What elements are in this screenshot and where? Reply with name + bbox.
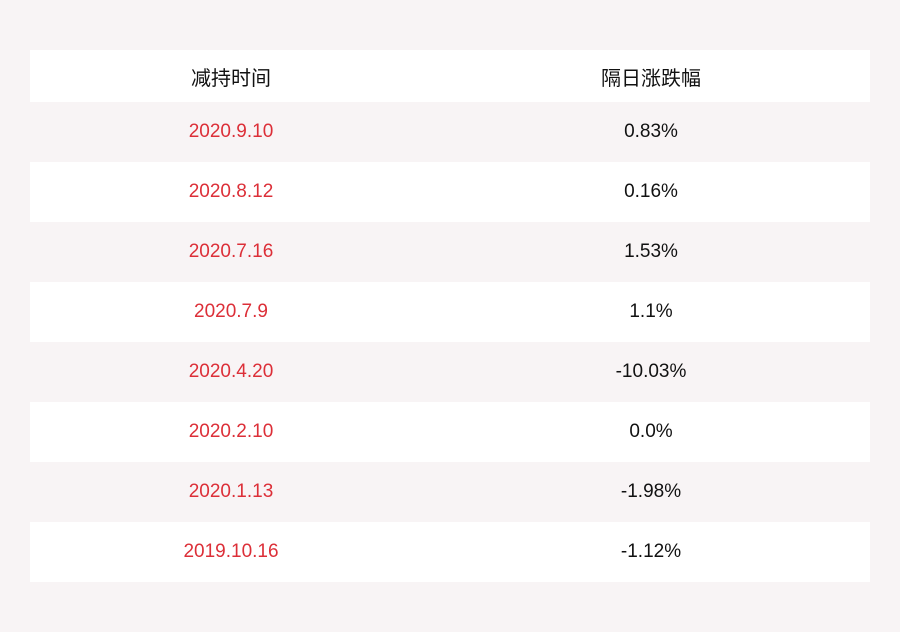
- table-header: 减持时间 隔日涨跌幅: [30, 50, 870, 102]
- header-next-day-change: 隔日涨跌幅: [601, 67, 701, 90]
- reduction-date: 2019.10.16: [183, 541, 279, 562]
- next-day-change: -1.98%: [620, 481, 682, 502]
- reduction-date: 2020.9.10: [188, 121, 274, 142]
- next-day-change: 1.1%: [629, 301, 673, 322]
- next-day-change: 0.83%: [624, 121, 678, 142]
- reduction-date: 2020.8.12: [188, 181, 274, 202]
- table-row: 2020.8.12 0.16%: [30, 162, 870, 222]
- table-row: 2019.10.16 -1.12%: [30, 522, 870, 582]
- next-day-change: -1.12%: [620, 541, 682, 562]
- table-row: 2020.4.20 -10.03%: [30, 342, 870, 402]
- table-row: 2020.7.16 1.53%: [30, 222, 870, 282]
- table-row: 2020.1.13 -1.98%: [30, 462, 870, 522]
- next-day-change: 1.53%: [624, 241, 678, 262]
- reduction-date: 2020.7.16: [188, 241, 274, 262]
- header-reduction-date: 减持时间: [191, 67, 271, 90]
- reduction-date: 2020.1.13: [188, 481, 274, 502]
- table-row: 2020.9.10 0.83%: [30, 102, 870, 162]
- reduction-date: 2020.4.20: [188, 361, 274, 382]
- reduction-date: 2020.7.9: [194, 301, 268, 322]
- reduction-table: 减持时间 隔日涨跌幅 2020.9.10 0.83% 2020.8.12 0.16% 2…: [30, 50, 870, 582]
- next-day-change: 0.16%: [624, 181, 678, 202]
- next-day-change: 0.0%: [629, 421, 673, 442]
- table-row: 2020.2.10 0.0%: [30, 402, 870, 462]
- table-row: 2020.7.9 1.1%: [30, 282, 870, 342]
- next-day-change: -10.03%: [615, 361, 687, 382]
- table-body: 2020.9.10 0.83% 2020.8.12 0.16% 2020.7.16 1.5…: [30, 102, 870, 582]
- reduction-date: 2020.2.10: [188, 421, 274, 442]
